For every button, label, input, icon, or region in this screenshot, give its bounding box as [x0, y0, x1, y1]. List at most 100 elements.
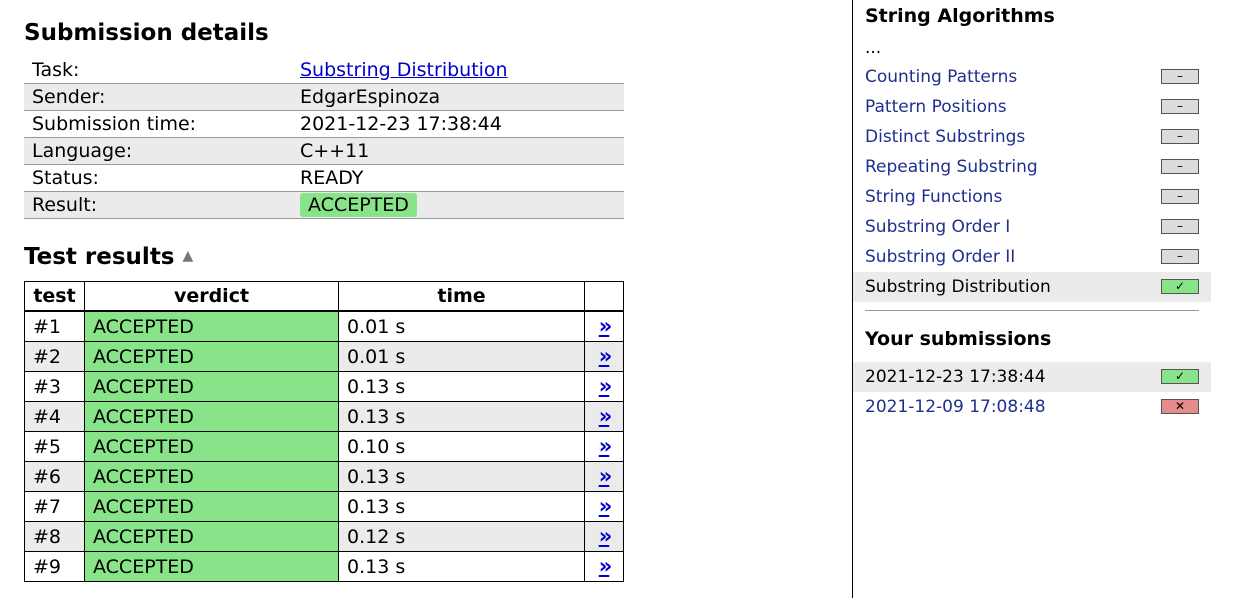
test-number: #3	[24, 371, 85, 402]
task-item-link[interactable]: Repeating Substring	[865, 157, 1038, 177]
details-row: Sender: EdgarEspinoza	[24, 83, 624, 111]
test-verdict: ACCEPTED	[84, 461, 339, 492]
test-view-cell: »	[584, 401, 624, 432]
details-row: Status: READY	[24, 164, 624, 192]
view-test-link[interactable]: »	[598, 464, 612, 488]
view-test-link[interactable]: »	[598, 524, 612, 548]
view-test-link[interactable]: »	[598, 344, 612, 368]
test-row: #3 ACCEPTED 0.13 s »	[24, 371, 624, 402]
details-value-cell: 2021-12-23 17:38:44	[292, 110, 624, 138]
test-time: 0.01 s	[338, 310, 585, 342]
task-link[interactable]: Substring Distribution	[300, 59, 508, 81]
test-row: #6 ACCEPTED 0.13 s »	[24, 461, 624, 492]
dash-icon: –	[1161, 249, 1199, 264]
test-time: 0.13 s	[338, 491, 585, 522]
task-item-label: Substring Distribution	[865, 277, 1051, 297]
view-test-link[interactable]: »	[598, 554, 612, 578]
details-key: Language:	[24, 137, 292, 165]
view-test-link[interactable]: »	[598, 434, 612, 458]
view-test-link[interactable]: »	[598, 374, 612, 398]
view-test-link[interactable]: »	[598, 494, 612, 518]
sidebar-section-title: String Algorithms	[865, 5, 1055, 27]
test-verdict: ACCEPTED	[84, 401, 339, 432]
details-value: EdgarEspinoza	[300, 86, 441, 108]
test-number: #1	[24, 310, 85, 342]
test-number: #8	[24, 521, 85, 552]
test-verdict: ACCEPTED	[84, 371, 339, 402]
test-view-cell: »	[584, 371, 624, 402]
test-row: #1 ACCEPTED 0.01 s »	[24, 310, 624, 342]
task-item-link[interactable]: Pattern Positions	[865, 97, 1007, 117]
details-value: 2021-12-23 17:38:44	[300, 113, 502, 135]
details-key: Task:	[24, 57, 292, 84]
task-item[interactable]: Pattern Positions –	[853, 92, 1211, 122]
test-time: 0.13 s	[338, 401, 585, 432]
task-item-link[interactable]: Distinct Substrings	[865, 127, 1026, 147]
task-item[interactable]: Substring Order I –	[853, 212, 1211, 242]
test-view-cell: »	[584, 491, 624, 522]
details-key: Status:	[24, 164, 292, 192]
details-value: C++11	[300, 140, 370, 162]
cross-icon: ✕	[1161, 399, 1199, 414]
details-row: Result: ACCEPTED	[24, 191, 624, 219]
test-time: 0.13 s	[338, 551, 585, 582]
task-item[interactable]: String Functions –	[853, 182, 1211, 212]
test-time: 0.01 s	[338, 341, 585, 372]
test-results-title[interactable]: Test results ▲	[24, 242, 193, 273]
result-badge: ACCEPTED	[300, 193, 417, 217]
check-icon: ✓	[1161, 369, 1199, 384]
test-time: 0.13 s	[338, 461, 585, 492]
task-item-link[interactable]: Substring Order II	[865, 247, 1016, 267]
task-item-link[interactable]: Substring Order I	[865, 217, 1011, 237]
test-view-cell: »	[584, 431, 624, 462]
details-value-cell: READY	[292, 164, 624, 192]
submission-details-title: Submission details	[24, 20, 269, 46]
test-verdict: ACCEPTED	[84, 551, 339, 582]
test-verdict: ACCEPTED	[84, 310, 339, 342]
test-results-table: test verdict time #1 ACCEPTED 0.01 s» #2 ACC…	[24, 281, 624, 582]
dash-icon: –	[1161, 69, 1199, 84]
task-item[interactable]: Substring Distribution ✓	[853, 272, 1211, 302]
header-test: test	[24, 281, 85, 312]
task-item[interactable]: Counting Patterns –	[853, 62, 1211, 92]
submission-item[interactable]: 2021-12-09 17:08:48 ✕	[853, 392, 1211, 422]
triangle-up-icon[interactable]: ▲	[182, 247, 194, 264]
test-verdict: ACCEPTED	[84, 431, 339, 462]
test-row: #5 ACCEPTED 0.10 s »	[24, 431, 624, 462]
header-time: time	[338, 281, 585, 312]
check-icon: ✓	[1161, 279, 1199, 294]
task-item[interactable]: Repeating Substring –	[853, 152, 1211, 182]
details-row: Task: Substring Distribution	[24, 57, 624, 84]
details-row: Submission time: 2021-12-23 17:38:44	[24, 110, 624, 138]
submission-item-link[interactable]: 2021-12-09 17:08:48	[865, 397, 1046, 417]
test-row: #9 ACCEPTED 0.13 s »	[24, 551, 624, 582]
sidebar-divider	[852, 0, 853, 598]
test-view-cell: »	[584, 341, 624, 372]
test-verdict: ACCEPTED	[84, 341, 339, 372]
test-number: #9	[24, 551, 85, 582]
dash-icon: –	[1161, 99, 1199, 114]
test-results-header-row: test verdict time	[24, 281, 624, 312]
details-key: Submission time:	[24, 110, 292, 138]
dash-icon: –	[1161, 129, 1199, 144]
submission-list: 2021-12-23 17:38:44 ✓ 2021-12-09 17:08:48 ✕	[853, 362, 1211, 422]
test-time: 0.10 s	[338, 431, 585, 462]
view-test-link[interactable]: »	[598, 314, 612, 338]
test-view-cell: »	[584, 310, 624, 342]
view-test-link[interactable]: »	[598, 404, 612, 428]
details-value-cell: C++11	[292, 137, 624, 165]
dash-icon: –	[1161, 159, 1199, 174]
task-item[interactable]: Distinct Substrings –	[853, 122, 1211, 152]
dash-icon: –	[1161, 219, 1199, 234]
submission-item[interactable]: 2021-12-23 17:38:44 ✓	[853, 362, 1211, 392]
task-item-link[interactable]: String Functions	[865, 187, 1003, 207]
test-verdict: ACCEPTED	[84, 521, 339, 552]
task-item[interactable]: Substring Order II –	[853, 242, 1211, 272]
sidebar-ellipsis: ...	[865, 38, 882, 58]
details-key: Sender:	[24, 83, 292, 111]
submission-details-table: Task: Substring Distribution Sender: EdgarE…	[24, 57, 624, 219]
task-item-link[interactable]: Counting Patterns	[865, 67, 1018, 87]
test-view-cell: »	[584, 551, 624, 582]
details-key: Result:	[24, 191, 292, 219]
details-value: READY	[300, 167, 364, 189]
